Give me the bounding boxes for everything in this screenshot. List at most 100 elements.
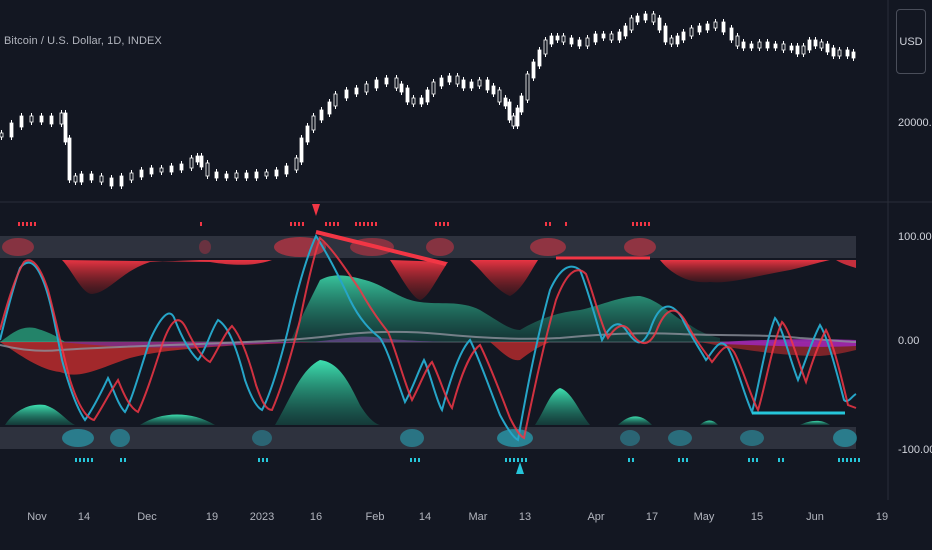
signal-tick xyxy=(565,222,567,226)
candle xyxy=(234,172,239,179)
signal-tick xyxy=(636,222,638,226)
time-tick: 19 xyxy=(205,511,219,523)
buy-signal-marker xyxy=(516,462,524,474)
candle xyxy=(0,132,4,138)
candle xyxy=(19,115,24,128)
candle xyxy=(364,83,369,93)
candle xyxy=(179,163,184,171)
candle xyxy=(795,45,800,55)
candle xyxy=(485,79,490,91)
candle xyxy=(729,27,734,41)
signal-tick xyxy=(439,222,441,226)
time-tick: Nov xyxy=(27,511,47,523)
signal-tick xyxy=(302,222,304,226)
symbol-title: Bitcoin / U.S. Dollar, 1D, INDEX xyxy=(4,35,162,47)
candle xyxy=(491,85,496,95)
candle xyxy=(749,43,754,49)
candle xyxy=(807,39,812,51)
candle xyxy=(519,95,524,113)
currency-button[interactable]: USD xyxy=(896,9,926,74)
signal-tick xyxy=(545,222,547,226)
osc-label-neg100: -100.00 xyxy=(898,444,932,456)
candle xyxy=(67,137,72,181)
candle xyxy=(651,13,656,23)
signal-tick xyxy=(266,458,268,462)
time-tick: 13 xyxy=(518,511,532,523)
signal-tick xyxy=(120,458,122,462)
signal-tick xyxy=(18,222,20,226)
candle xyxy=(399,83,404,93)
candle xyxy=(837,49,842,57)
candle xyxy=(735,35,740,47)
candle xyxy=(431,81,436,95)
signal-tick xyxy=(752,458,754,462)
candle xyxy=(394,77,399,89)
candle xyxy=(503,97,508,107)
time-tick: Feb xyxy=(365,511,385,523)
signal-tick xyxy=(778,458,780,462)
candle xyxy=(129,172,134,181)
signal-tick xyxy=(410,458,412,462)
osc-label-0: 0.00 xyxy=(898,335,920,347)
candle xyxy=(635,15,640,23)
candle xyxy=(405,87,410,103)
bear-fill xyxy=(470,260,538,296)
signal-tick xyxy=(549,222,551,226)
candle xyxy=(721,21,726,33)
time-tick: 17 xyxy=(645,511,659,523)
signal-tick xyxy=(258,458,260,462)
candle xyxy=(224,173,229,179)
time-tick: May xyxy=(693,511,715,523)
candle xyxy=(681,31,686,41)
candle xyxy=(189,157,194,169)
candle xyxy=(789,45,794,51)
candle xyxy=(299,137,304,163)
candle xyxy=(319,109,324,121)
candle xyxy=(851,51,856,59)
signal-tick xyxy=(337,222,339,226)
signal-tick xyxy=(26,222,28,226)
bull-mound xyxy=(5,404,75,425)
candle xyxy=(73,175,78,183)
bear-fill xyxy=(660,260,830,283)
candle xyxy=(543,39,548,55)
signal-tick xyxy=(842,458,844,462)
signal-tick xyxy=(447,222,449,226)
signal-tick xyxy=(262,458,264,462)
candle xyxy=(705,23,710,31)
signal-tick xyxy=(435,222,437,226)
candle xyxy=(669,37,674,45)
candle xyxy=(555,35,560,41)
bull-mound xyxy=(618,416,652,425)
candle xyxy=(39,115,44,123)
candle xyxy=(831,47,836,57)
signal-tick xyxy=(83,458,85,462)
candle xyxy=(663,25,668,43)
candle xyxy=(657,17,662,31)
candle xyxy=(609,33,614,41)
signal-tick xyxy=(521,458,523,462)
candle xyxy=(601,33,606,39)
time-tick: 14 xyxy=(418,511,432,523)
signal-tick xyxy=(124,458,126,462)
candle xyxy=(214,171,219,179)
candle xyxy=(525,73,530,101)
candle xyxy=(49,115,54,125)
candle xyxy=(549,35,554,45)
signal-tick xyxy=(525,458,527,462)
signal-tick xyxy=(333,222,335,226)
signal-tick xyxy=(414,458,416,462)
price-label-20000: 20000.00 xyxy=(898,117,932,129)
time-tick: 14 xyxy=(77,511,91,523)
candle xyxy=(284,165,289,175)
signal-tick xyxy=(850,458,852,462)
candle xyxy=(384,77,389,85)
signal-tick xyxy=(355,222,357,226)
candle xyxy=(713,21,718,29)
signal-tick xyxy=(79,458,81,462)
candle xyxy=(469,81,474,89)
candle xyxy=(845,49,850,57)
candle xyxy=(813,39,818,47)
signal-tick xyxy=(858,458,860,462)
